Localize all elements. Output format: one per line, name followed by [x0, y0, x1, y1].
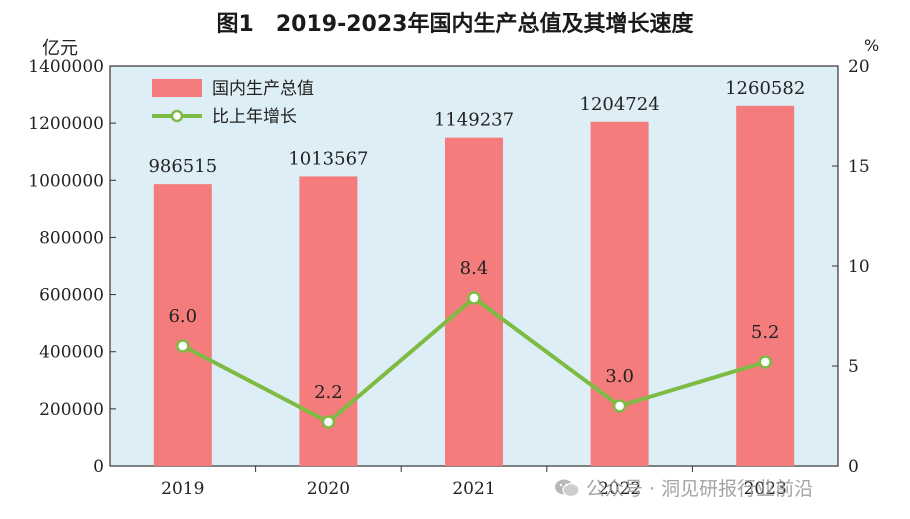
bar-gdp — [736, 105, 795, 467]
line-value-label: 5.2 — [751, 322, 780, 343]
legend-label-gdp: 国内生产总值 — [212, 79, 314, 99]
legend-label-growth: 比上年增长 — [212, 107, 297, 127]
line-value-label: 8.4 — [460, 258, 489, 279]
x-axis-tick-label: 2020 — [307, 479, 350, 499]
bar-value-label: 986515 — [148, 156, 217, 177]
x-axis-tick-label: 2019 — [161, 479, 204, 499]
left-axis-unit: 亿元 — [42, 38, 78, 59]
watermark-text: 公众号 · 洞见研报行业前沿 — [586, 478, 814, 500]
watermark: 公众号 · 洞见研报行业前沿 — [554, 474, 813, 501]
left-axis-tick-label: 400000 — [39, 343, 104, 363]
right-axis-unit: % — [864, 36, 880, 55]
x-axis-tick-label: 2021 — [452, 479, 495, 499]
right-axis-tick-label: 0 — [848, 457, 859, 477]
line-point-growth — [321, 415, 336, 429]
line-point-growth — [758, 355, 772, 369]
line-point-growth — [467, 291, 481, 305]
x-axis-tick-label: 2023 — [744, 479, 787, 499]
left-axis-tick-label: 1000000 — [28, 171, 104, 191]
right-axis-tick-label: 15 — [848, 157, 870, 177]
bar-gdp — [153, 184, 212, 467]
bar-value-label: 1204724 — [580, 94, 660, 115]
bar-gdp — [590, 121, 649, 466]
legend-swatch-gdp — [152, 79, 202, 97]
bar-value-label: 1013567 — [288, 148, 368, 169]
left-axis-tick-label: 1200000 — [28, 114, 104, 134]
right-axis-tick-label: 5 — [848, 357, 859, 377]
chart-title: 图1 2019-2023年国内生产总值及其增长速度 — [216, 12, 694, 37]
line-point-growth — [176, 339, 190, 353]
left-axis-tick-label: 1400000 — [28, 57, 104, 77]
legend-marker-growth — [170, 109, 184, 123]
left-axis-tick-label: 600000 — [39, 286, 104, 306]
bar-value-label: 1149237 — [434, 110, 514, 131]
right-axis-tick-label: 20 — [848, 57, 870, 77]
left-axis-tick-label: 0 — [93, 457, 104, 477]
line-point-growth — [612, 399, 627, 413]
left-axis-tick-label: 800000 — [39, 228, 104, 248]
left-axis-tick-label: 200000 — [39, 400, 104, 420]
line-value-label: 3.0 — [605, 366, 634, 387]
line-value-label: 2.2 — [314, 382, 343, 403]
bar-value-label: 1260582 — [725, 78, 805, 99]
right-axis-tick-label: 10 — [848, 257, 870, 277]
x-axis-tick-label: 2022 — [598, 479, 641, 499]
line-value-label: 6.0 — [168, 306, 197, 327]
wechat-icon — [554, 478, 580, 498]
